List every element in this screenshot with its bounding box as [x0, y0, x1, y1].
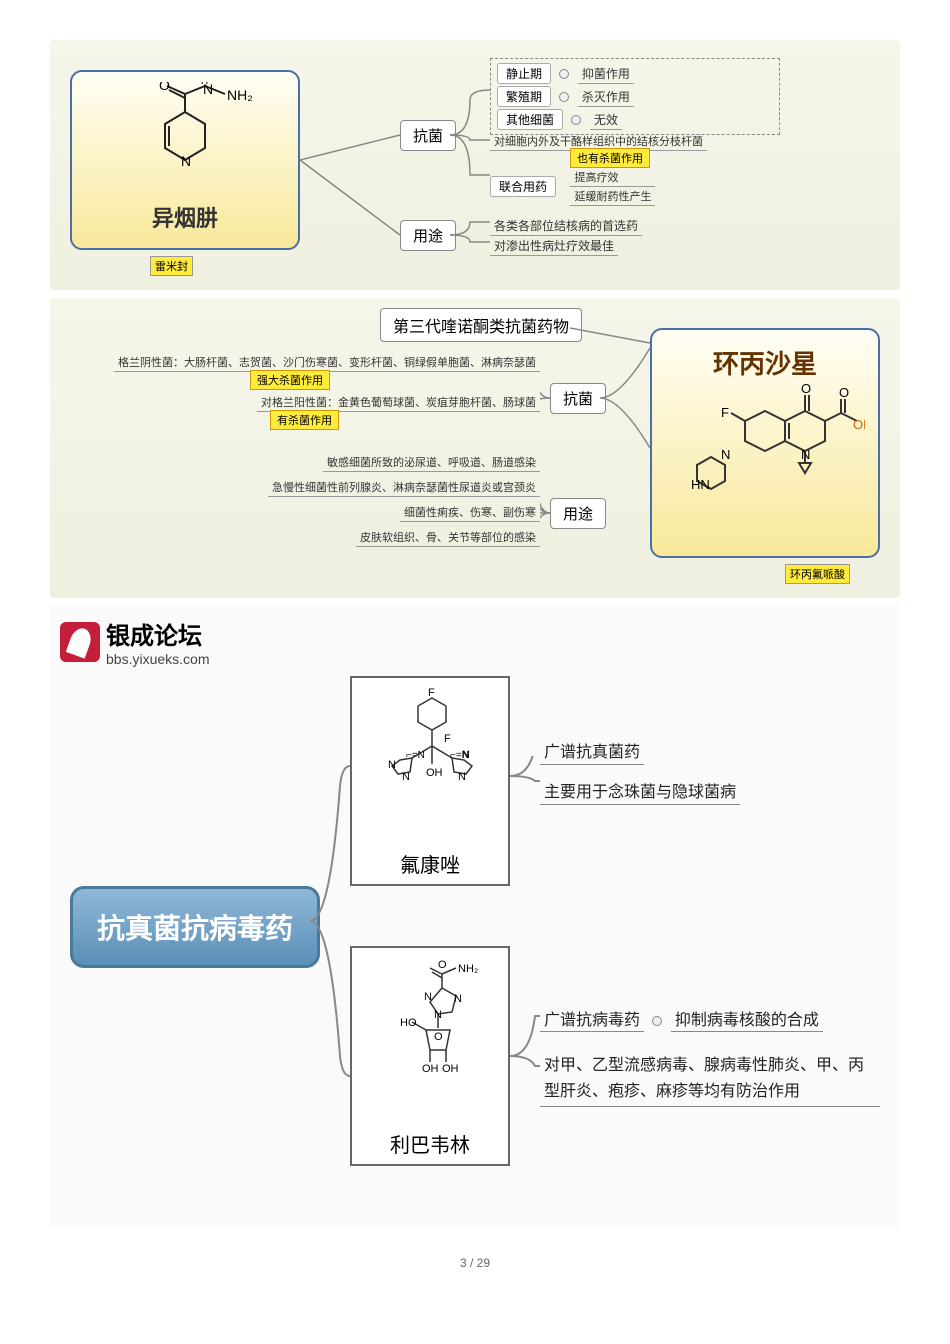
- ciprofloxacin-title: 环丙沙星: [662, 344, 868, 381]
- svg-text:OH: OH: [853, 417, 865, 432]
- logo-text: 银成论坛: [106, 616, 209, 651]
- rest-effect: 抑菌作用: [578, 64, 634, 84]
- ribavirin-structure-icon: O NH₂ N N N HO O OH OH: [362, 958, 502, 1118]
- antibac-node-2: 抗菌: [550, 383, 606, 414]
- isoniazid-structure-icon: O H N NH₂ N: [85, 82, 285, 192]
- gram-neg-tag: 强大杀菌作用: [250, 370, 330, 390]
- svg-text:F: F: [721, 405, 729, 420]
- fluconazole-desc2: 主要用于念珠菌与隐球菌病: [540, 776, 740, 805]
- combo-effect-2: 延缓耐药性产生: [570, 187, 655, 206]
- ribavirin-box: O NH₂ N N N HO O OH OH 利巴韦林: [350, 946, 510, 1166]
- cell-tag: 也有杀菌作用: [570, 148, 650, 168]
- isoniazid-section: O H N NH₂ N 异烟肼 雷米封 抗菌 用途 静止期 抑菌作用 繁殖期 杀…: [50, 40, 900, 290]
- period-group: 静止期 抑菌作用 繁殖期 杀灭作用 其他细菌 无效: [490, 58, 780, 135]
- use1-text: 各类各部位结核病的首选药: [490, 216, 642, 236]
- cipro-use3: 细菌性痢疾、伤寒、副伤寒: [310, 503, 540, 522]
- svg-text:NH₂: NH₂: [458, 963, 478, 975]
- combo-row: 联合用药 提高疗效 延缓耐药性产生: [490, 168, 655, 206]
- grow-effect: 杀灭作用: [578, 87, 634, 107]
- isoniazid-title: 异烟肼: [82, 201, 288, 233]
- svg-text:N: N: [402, 771, 410, 783]
- svg-text:N: N: [454, 993, 462, 1005]
- logo-url: bbs.yixueks.com: [106, 651, 209, 667]
- svg-text:N: N: [181, 153, 191, 169]
- category-box: 抗真菌抗病毒药: [70, 886, 320, 968]
- sec1-connectors-icon: [300, 40, 500, 290]
- isoniazid-drug-box: O H N NH₂ N 异烟肼: [70, 70, 300, 250]
- fluconazole-structure-icon: F F OH N N N N ⌐=N ⌐=N: [362, 688, 502, 838]
- logo-area: 银成论坛 bbs.yixueks.com: [60, 616, 209, 667]
- svg-text:N: N: [424, 991, 432, 1003]
- ribavirin-name: 利巴韦林: [362, 1129, 498, 1158]
- other-effect: 无效: [590, 110, 622, 130]
- antibacterial-node: 抗菌: [400, 120, 456, 151]
- svg-text:N: N: [721, 447, 730, 462]
- cipro-use1: 敏感细菌所致的泌尿道、呼吸道、肠道感染: [230, 453, 540, 472]
- usage-node: 用途: [400, 220, 456, 251]
- ribavirin-desc1-effect: 抑制病毒核酸的合成: [671, 1010, 823, 1032]
- ribavirin-desc2: 对甲、乙型流感病毒、腺病毒性肺炎、甲、丙型肝炎、疱疹、麻疹等均有防治作用: [540, 1051, 880, 1107]
- svg-text:N: N: [458, 771, 466, 783]
- svg-text:N: N: [434, 1009, 442, 1021]
- svg-text:O: O: [839, 385, 849, 400]
- ribavirin-desc1-row: 广谱抗病毒药 抑制病毒核酸的合成: [540, 1006, 823, 1030]
- fluconazole-box: F F OH N N N N ⌐=N ⌐=N 氟康唑: [350, 676, 510, 886]
- logo-icon: [60, 622, 100, 662]
- svg-text:HO: HO: [400, 1017, 417, 1029]
- use2-text: 对渗出性病灶疗效最佳: [490, 236, 618, 256]
- ribavirin-desc1: 广谱抗病毒药: [540, 1010, 644, 1032]
- rest-period: 静止期: [497, 63, 551, 84]
- grow-period: 繁殖期: [497, 86, 551, 107]
- fluconazole-name: 氟康唑: [362, 849, 498, 878]
- ciprofloxacin-alias: 环丙氟哌酸: [785, 562, 850, 584]
- svg-text:⌐=N: ⌐=N: [406, 750, 425, 761]
- svg-text:O: O: [801, 381, 811, 396]
- usage-node-2: 用途: [550, 498, 606, 529]
- svg-text:N: N: [203, 82, 213, 97]
- cipro-use4: 皮肤软组织、骨、关节等部位的感染: [280, 528, 540, 547]
- isoniazid-alias: 雷米封: [150, 254, 193, 276]
- svg-text:O: O: [438, 959, 447, 971]
- gram-pos-tag: 有杀菌作用: [270, 410, 339, 430]
- svg-text:OH: OH: [422, 1063, 439, 1075]
- page-number: 3 / 29: [50, 1256, 900, 1270]
- ciprofloxacin-drug-box: 环丙沙星 O O OH F HN N N: [650, 328, 880, 558]
- svg-text:N: N: [388, 759, 396, 771]
- ciprofloxacin-structure-icon: O O OH F HN N N: [665, 381, 865, 541]
- svg-text:N: N: [801, 447, 810, 462]
- cipro-use2: 急慢性细菌性前列腺炎、淋病奈瑟菌性尿道炎或宫颈炎: [170, 478, 540, 497]
- gram-pos-text: 对格兰阳性菌：金黄色葡萄球菌、炭疽芽胞杆菌、肠球菌: [170, 393, 540, 412]
- svg-text:F: F: [428, 688, 435, 699]
- ciprofloxacin-section: 第三代喹诺酮类抗菌药物 环丙沙星 O O OH F HN N N: [50, 298, 900, 598]
- svg-text:O: O: [434, 1031, 443, 1043]
- svg-text:HN: HN: [691, 477, 710, 492]
- svg-text:OH: OH: [442, 1063, 459, 1075]
- fluconazole-desc1: 广谱抗真菌药: [540, 736, 644, 765]
- svg-text:F: F: [444, 733, 451, 745]
- svg-text:NH₂: NH₂: [227, 87, 253, 103]
- svg-text:⌐=N: ⌐=N: [450, 750, 469, 761]
- svg-text:OH: OH: [426, 767, 443, 779]
- combo-effect-1: 提高疗效: [570, 168, 655, 187]
- combo-node: 联合用药: [490, 176, 556, 197]
- other-bacteria: 其他细菌: [497, 109, 563, 130]
- generation-header: 第三代喹诺酮类抗菌药物: [380, 308, 582, 342]
- antifungal-antiviral-section: 银成论坛 bbs.yixueks.com 抗真菌抗病毒药 F F OH N N …: [50, 606, 900, 1226]
- svg-text:O: O: [159, 82, 170, 93]
